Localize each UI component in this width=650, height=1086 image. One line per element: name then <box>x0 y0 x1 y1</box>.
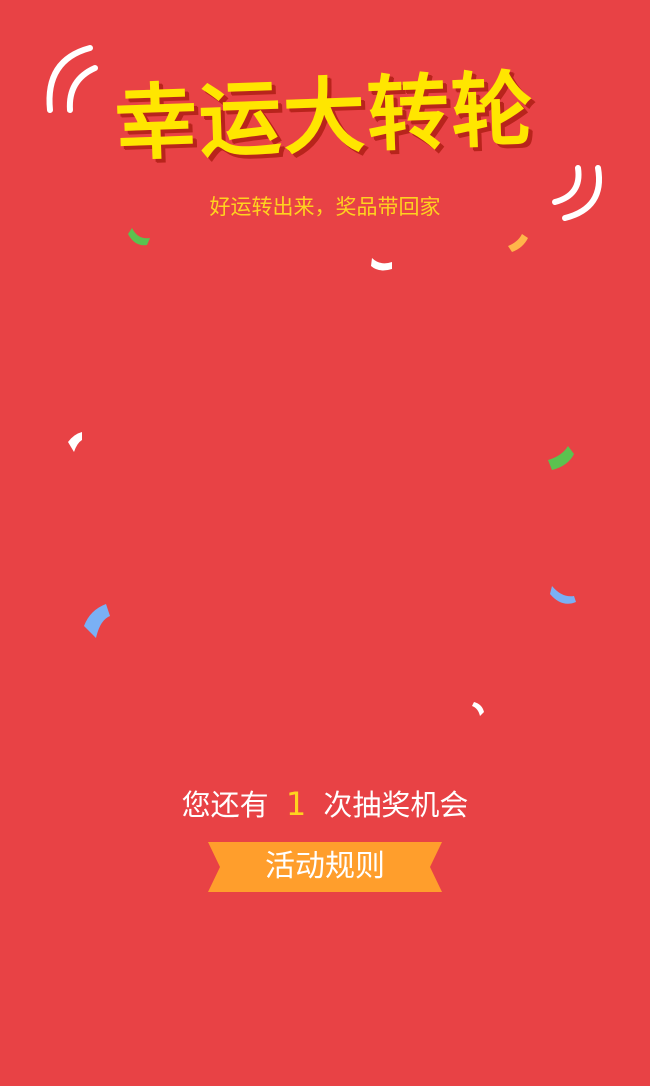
title-block: 幸运大转轮 好运转出来，奖品带回家 <box>0 40 650 240</box>
chance-counter: 您还有 1 次抽奖机会 <box>0 782 650 827</box>
chance-suffix: 次抽奖机会 <box>323 788 469 822</box>
left-arc-outer <box>46 45 93 113</box>
rules-button-label: 活动规则 <box>265 849 385 884</box>
confetti-white-2 <box>68 432 82 452</box>
confetti-green-1 <box>128 228 150 246</box>
confetti-blue-1 <box>84 604 110 638</box>
decorative-arcs <box>46 45 602 221</box>
chance-count: 1 <box>285 785 307 823</box>
right-arc-outer <box>562 165 602 221</box>
confetti-white-3 <box>472 702 484 716</box>
confetti-blue-2 <box>550 586 576 604</box>
left-arc-inner <box>66 65 98 113</box>
ribbon-background <box>208 842 442 892</box>
page-subtitle: 好运转出来，奖品带回家 <box>209 195 441 219</box>
confetti-green-2 <box>548 446 574 470</box>
confetti-white-1 <box>371 258 392 271</box>
confetti-orange-1 <box>508 234 528 252</box>
right-arc-inner <box>552 165 582 205</box>
rules-button[interactable]: 活动规则 <box>208 842 442 892</box>
chance-prefix: 您还有 <box>181 788 269 822</box>
